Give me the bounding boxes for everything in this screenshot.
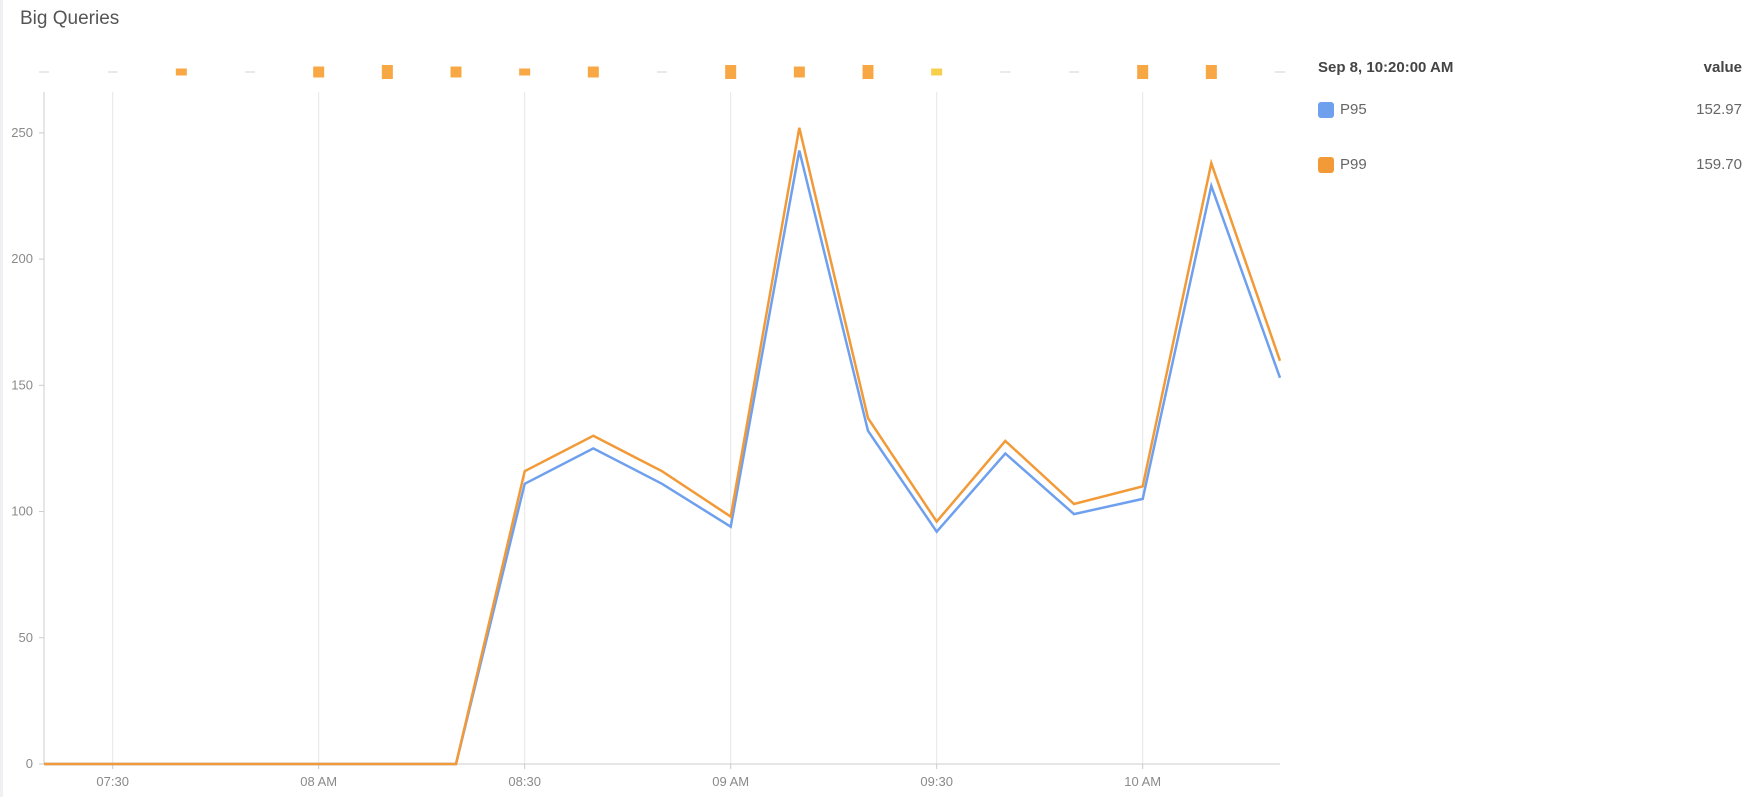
heat-cell <box>1137 65 1148 79</box>
heat-cell <box>451 67 462 78</box>
x-tick-label: 08:30 <box>508 774 541 789</box>
legend-item-p99[interactable]: P99 159.70 <box>1318 141 1742 196</box>
y-tick-label: 200 <box>11 251 33 266</box>
y-tick-label: 50 <box>19 630 33 645</box>
legend-item-name: P95 <box>1340 101 1367 118</box>
legend-swatch-icon <box>1318 157 1334 173</box>
legend-swatch-icon <box>1318 102 1334 118</box>
heat-cell <box>1206 65 1217 79</box>
heat-cell <box>931 69 942 76</box>
x-tick-label: 07:30 <box>96 774 129 789</box>
legend-item-value: 152.97 <box>1696 101 1742 118</box>
legend-item-value: 159.70 <box>1696 156 1742 173</box>
y-tick-label: 0 <box>26 756 33 771</box>
x-tick-label: 10 AM <box>1124 774 1161 789</box>
x-tick-label: 09 AM <box>712 774 749 789</box>
heat-cell <box>588 67 599 78</box>
y-tick-label: 150 <box>11 377 33 392</box>
heat-cell <box>1069 72 1079 73</box>
heat-cell <box>313 67 324 78</box>
heat-cell <box>245 72 255 73</box>
y-tick-label: 100 <box>11 504 33 519</box>
heat-cell <box>519 69 530 76</box>
heat-cell <box>725 65 736 79</box>
x-tick-label: 08 AM <box>300 774 337 789</box>
heat-strip <box>39 65 1285 79</box>
x-tick-label: 09:30 <box>920 774 953 789</box>
heat-cell <box>382 65 393 79</box>
heat-cell <box>39 72 49 73</box>
legend-value-column: value <box>1704 59 1742 76</box>
heat-cell <box>863 65 874 79</box>
legend: Sep 8, 10:20:00 AM value P95 152.97 P99 … <box>1318 50 1742 196</box>
y-tick-label: 250 <box>11 125 33 140</box>
legend-item-p95[interactable]: P95 152.97 <box>1318 86 1742 141</box>
legend-timestamp: Sep 8, 10:20:00 AM <box>1318 59 1453 76</box>
chart-grid <box>113 92 1143 764</box>
heat-cell <box>1275 72 1285 73</box>
legend-header: Sep 8, 10:20:00 AM value <box>1318 50 1742 86</box>
heat-cell <box>794 67 805 78</box>
series-line-p99 <box>44 128 1280 764</box>
chart-series <box>44 128 1280 764</box>
heat-cell <box>176 69 187 76</box>
chart-axes: 07:30 08 AM 08:30 09 AM 09:30 10 AM 0 50 100 150 2… <box>11 92 1280 789</box>
heat-cell <box>108 72 118 73</box>
heat-cell <box>657 72 667 73</box>
series-line-p95 <box>44 151 1280 765</box>
chart[interactable]: 07:30 08 AM 08:30 09 AM 09:30 10 AM 0 50 100 150 2… <box>0 0 1290 797</box>
legend-item-name: P99 <box>1340 156 1367 173</box>
heat-cell <box>1000 72 1010 73</box>
